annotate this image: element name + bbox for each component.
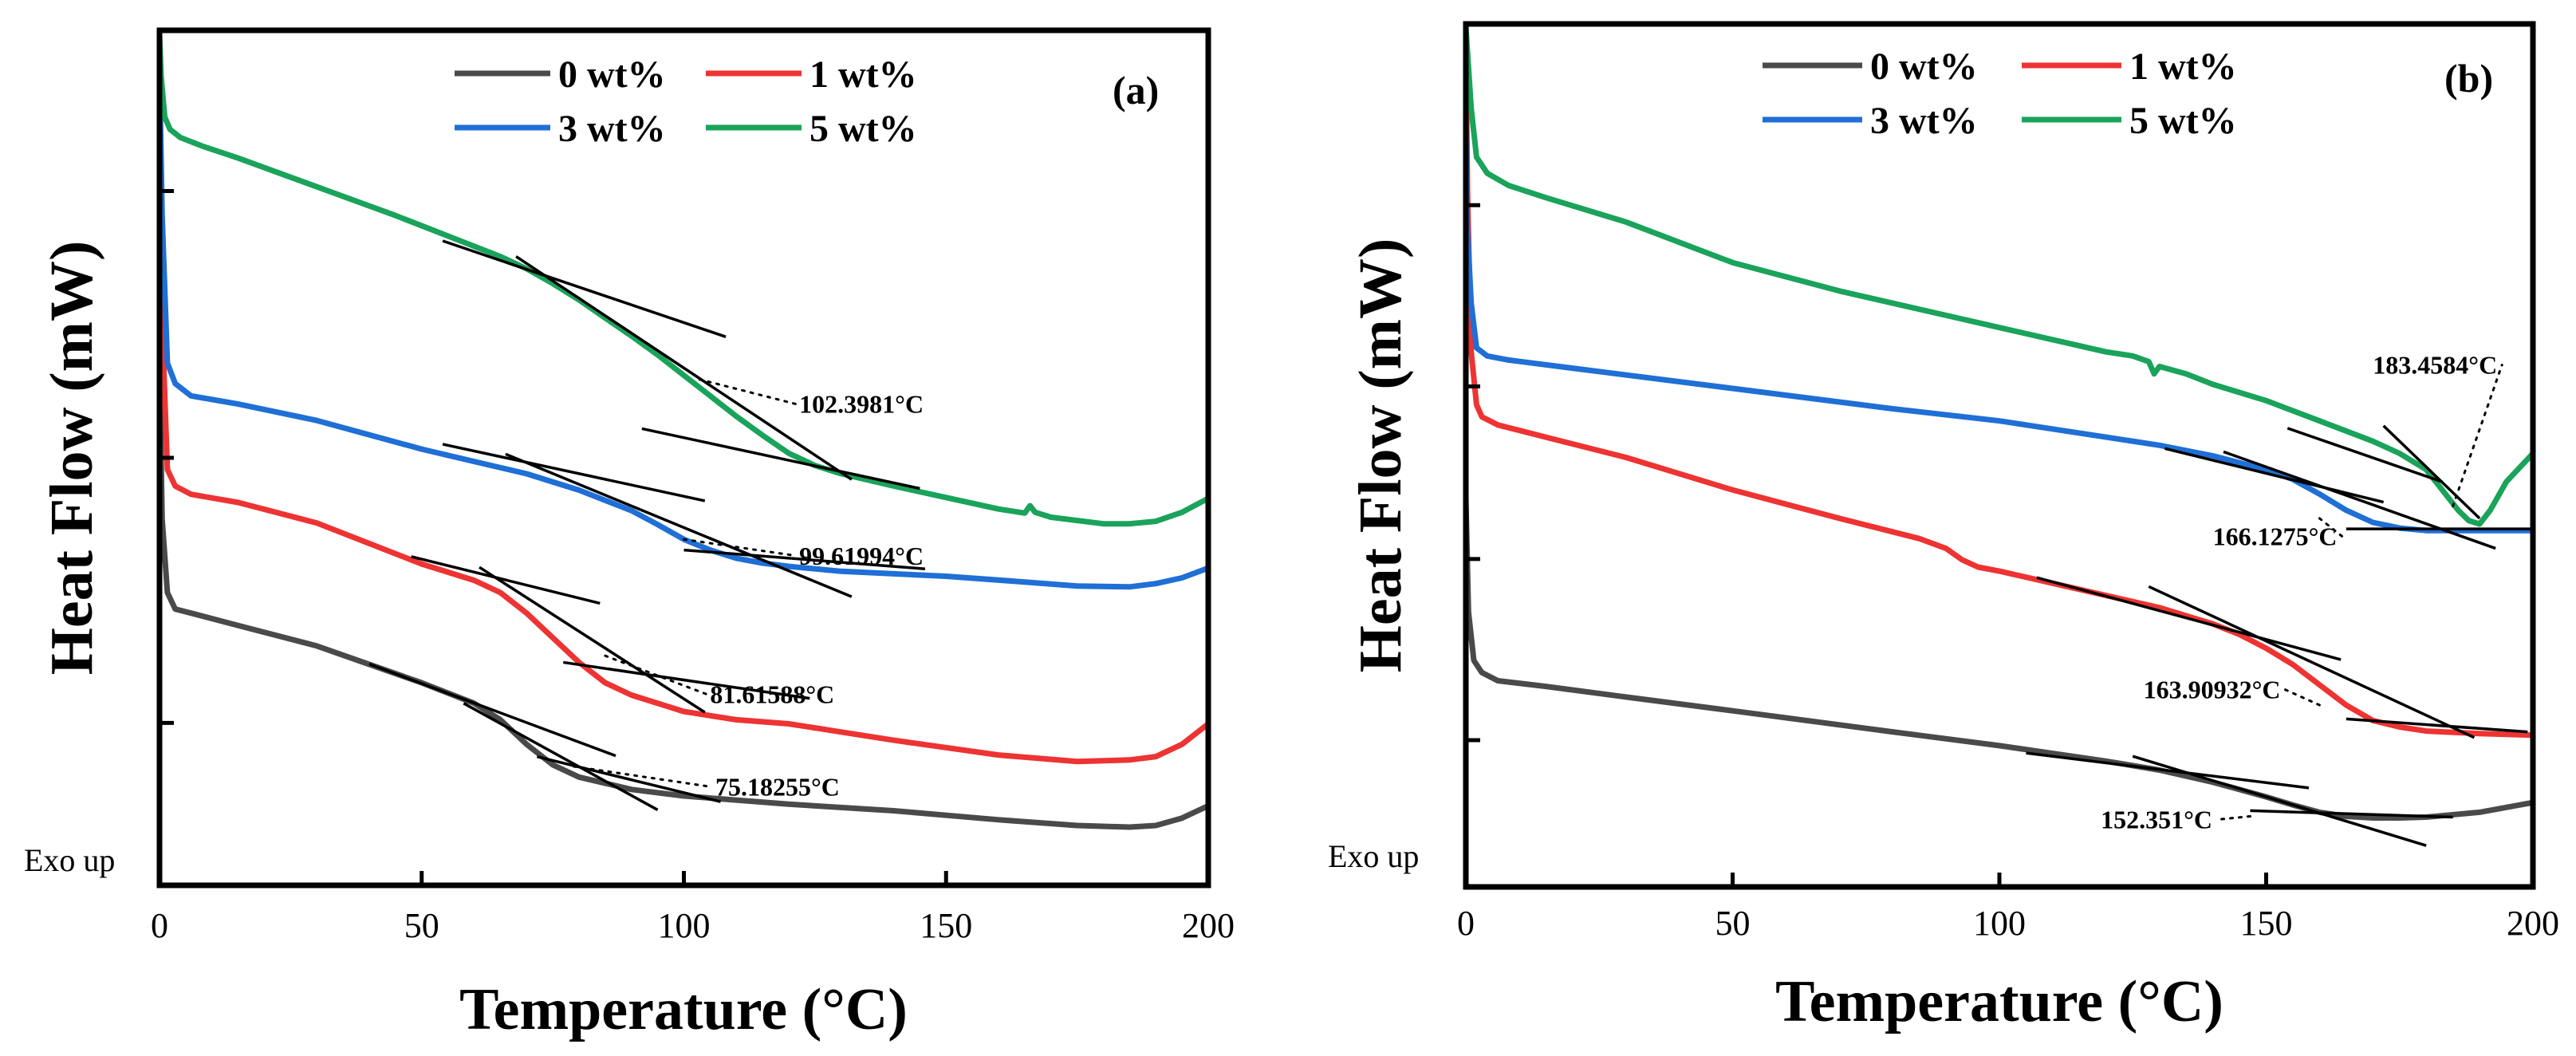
panel-b-legend: 0 wt% 1 wt% 3 wt% 5 wt% — [1763, 45, 2237, 142]
panel-a-tangent-line-4 — [505, 452, 853, 598]
panel-a-annotation-0: 102.3981°C — [799, 390, 924, 419]
panel-b-annotation-leader-2 — [2284, 688, 2321, 707]
panel-b-tangent-line-9 — [2132, 755, 2427, 847]
panel-a-series-line-5wt — [156, 32, 1211, 527]
panel-a-ticks: 0 50 100 150 200 — [151, 189, 1235, 945]
panel-a-tangent-line-1 — [515, 255, 853, 481]
panel-a-x-tick-label-0: 0 — [151, 906, 168, 945]
panel-b-tangent-line-1 — [2382, 424, 2481, 520]
panel-b: 183.4584°C 166.1275°C 163.90932°C 152.351°C… — [1328, 21, 2559, 1034]
panel-a-tangent-line-11 — [536, 755, 721, 803]
panel-b-tangent-line-8 — [2026, 751, 2310, 790]
panel-a-tangent-line-5 — [683, 548, 926, 570]
panel-a-label: (a) — [1113, 68, 1159, 112]
panel-a-annotation-1: 99.61994°C — [799, 542, 924, 570]
panel-a: 102.3981°C 99.61994°C 81.61588°C 75.18255°C… — [24, 27, 1235, 1042]
panel-a-series-line-0wt — [156, 360, 1211, 830]
panel-b-annotations: 183.4584°C 166.1275°C 163.90932°C 152.351°C — [2101, 350, 2497, 833]
panel-b-legend-label-5wt: 5 wt% — [2129, 100, 2237, 142]
panel-b-plot-frame — [1463, 21, 2536, 890]
panel-b-x-tick-label-100: 100 — [1973, 904, 2026, 943]
panel-a-annotation-leader-0 — [698, 378, 798, 406]
panel-b-ticks: 0 50 100 150 200 — [1457, 203, 2559, 943]
panel-a-x-tick-label-100: 100 — [658, 906, 711, 945]
panel-a-x-axis-title: Temperature (°C) — [459, 977, 908, 1042]
panel-b-series-line-1wt — [1463, 24, 2536, 739]
panel-b-legend-label-3wt: 3 wt% — [1870, 100, 1978, 142]
panel-a-legend-label-1wt: 1 wt% — [809, 53, 917, 96]
panel-a-tangent-line-9 — [368, 662, 616, 758]
panel-b-tangent-line-6 — [2148, 585, 2476, 739]
panel-b-tangent-line-0 — [2286, 427, 2443, 483]
panel-b-legend-label-1wt: 1 wt% — [2129, 45, 2237, 88]
panel-b-y-axis-title: Heat Flow (mW) — [1347, 238, 1414, 673]
panel-a-tangent-lines — [368, 239, 926, 811]
panel-a-y-axis-title: Heat Flow (mW) — [38, 241, 105, 676]
panel-b-x-axis-title: Temperature (°C) — [1775, 969, 2223, 1034]
panel-a-legend-label-3wt: 3 wt% — [558, 108, 666, 150]
panel-a-series-line-1wt — [156, 130, 1211, 765]
panel-b-annotation-leader-3 — [2216, 814, 2251, 822]
panel-b-annotation-0: 183.4584°C — [2373, 350, 2497, 379]
panel-b-tangent-lines — [2026, 424, 2533, 847]
panel-a-annotation-2: 81.61588°C — [710, 680, 834, 709]
panel-a-annotation-leader-3 — [572, 765, 714, 789]
panel-b-tangent-line-3 — [2223, 450, 2496, 550]
panel-a-x-tick-label-150: 150 — [920, 906, 972, 945]
panel-b-tangent-line-10 — [2250, 809, 2453, 819]
panel-b-tangent-line-5 — [2036, 576, 2342, 661]
panel-b-annotation-leaders — [2216, 363, 2503, 822]
panel-b-label: (b) — [2444, 56, 2493, 100]
panel-b-x-tick-label-150: 150 — [2240, 904, 2293, 943]
panel-b-tangent-line-7 — [2346, 717, 2528, 734]
panel-a-x-tick-label-50: 50 — [404, 906, 439, 945]
panel-b-x-tick-label-200: 200 — [2507, 904, 2559, 943]
panel-b-annotation-1: 166.1275°C — [2213, 522, 2338, 550]
panel-a-annotation-leader-2 — [604, 654, 708, 696]
panel-b-exo-up-note: Exo up — [1328, 838, 1419, 874]
panel-b-annotation-3: 152.351°C — [2101, 806, 2212, 834]
panel-a-tangent-line-7 — [479, 565, 706, 714]
panel-a-tangent-line-8 — [563, 660, 810, 700]
panel-a-exo-up-note: Exo up — [24, 842, 115, 878]
panel-b-series-line-3wt — [1463, 121, 2536, 534]
panel-a-legend: 0 wt% 1 wt% 3 wt% 5 wt% — [455, 53, 917, 150]
panel-a-legend-label-0wt: 0 wt% — [558, 53, 666, 96]
panel-b-series-line-5wt — [1463, 24, 2536, 527]
panel-a-annotation-leaders — [572, 378, 798, 789]
panel-b-legend-label-0wt: 0 wt% — [1870, 45, 1978, 88]
panel-a-tangent-line-0 — [442, 239, 727, 338]
panel-b-x-tick-label-50: 50 — [1715, 904, 1751, 943]
panel-a-x-tick-label-200: 200 — [1182, 906, 1235, 945]
panel-b-x-tick-label-0: 0 — [1457, 904, 1475, 943]
panel-a-annotations: 102.3981°C 99.61994°C 81.61588°C 75.18255°C — [710, 390, 924, 802]
panel-a-plot-frame — [156, 27, 1211, 889]
panel-a-tangent-line-10 — [463, 702, 659, 811]
panel-a-annotation-leader-1 — [683, 538, 798, 558]
panel-a-tangent-line-6 — [411, 555, 601, 605]
panel-b-annotation-2: 163.90932°C — [2144, 676, 2281, 704]
panel-a-legend-label-5wt: 5 wt% — [809, 108, 917, 150]
panel-a-tangent-line-3 — [442, 443, 706, 502]
panel-b-tangent-line-2 — [2164, 447, 2385, 504]
panel-b-annotation-leader-0 — [2452, 363, 2503, 508]
panel-a-annotation-3: 75.18255°C — [715, 773, 840, 802]
panel-a-tangent-line-2 — [641, 427, 920, 491]
